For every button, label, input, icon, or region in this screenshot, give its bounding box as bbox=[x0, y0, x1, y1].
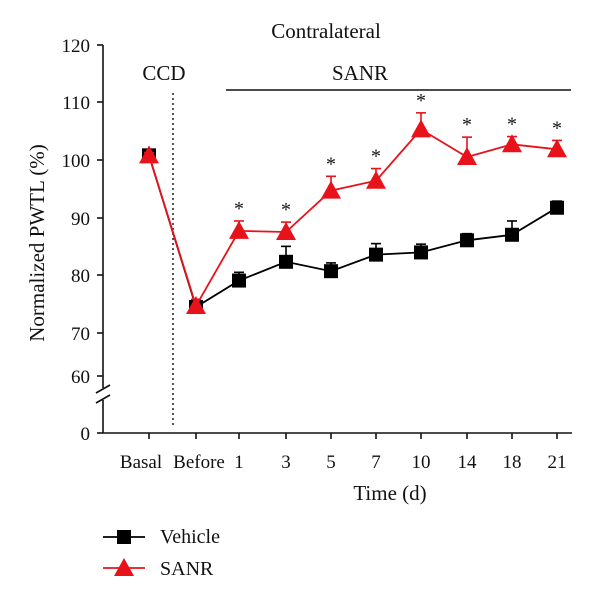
data-point bbox=[414, 245, 428, 260]
legend-label: Vehicle bbox=[160, 526, 220, 548]
x-tick-label: 14 bbox=[458, 452, 478, 473]
significance-star: * bbox=[507, 114, 517, 136]
legend: Vehicle SANR bbox=[103, 526, 220, 580]
data-point bbox=[547, 139, 567, 158]
y-axis-label: Normalized PWTL (%) bbox=[25, 144, 49, 341]
significance-star: * bbox=[234, 198, 244, 220]
square-marker-icon bbox=[117, 530, 131, 544]
y-tick-label: 120 bbox=[62, 36, 91, 57]
series-sanr bbox=[139, 112, 567, 314]
x-tick-label: 7 bbox=[371, 452, 381, 473]
data-point bbox=[279, 254, 293, 269]
y-tick-label: 60 bbox=[71, 367, 90, 388]
data-point bbox=[411, 119, 431, 138]
data-point bbox=[276, 222, 296, 241]
y-tick-label: 100 bbox=[62, 151, 91, 172]
x-tick-label: 18 bbox=[503, 452, 522, 473]
significance-markers: * * * * * * * * bbox=[234, 90, 562, 221]
data-point bbox=[186, 295, 206, 314]
legend-label: SANR bbox=[160, 558, 214, 580]
data-point bbox=[505, 227, 519, 242]
x-tick-label: 10 bbox=[412, 452, 431, 473]
chart-title: Contralateral bbox=[271, 19, 381, 43]
axis-break-mark bbox=[95, 384, 111, 394]
series-layer bbox=[139, 112, 567, 315]
legend-item-sanr: SANR bbox=[103, 558, 214, 580]
x-ticks: Basal Before 1 3 5 7 10 14 18 21 bbox=[120, 433, 567, 473]
data-point bbox=[229, 220, 249, 239]
x-axis-label: Time (d) bbox=[353, 481, 426, 505]
triangle-marker-icon bbox=[114, 558, 134, 576]
data-point bbox=[460, 233, 474, 248]
series-line bbox=[148, 155, 558, 309]
y-tick-label: 0 bbox=[81, 424, 91, 445]
data-point bbox=[321, 180, 341, 199]
data-point bbox=[457, 146, 477, 165]
x-tick-label: Basal bbox=[120, 452, 162, 473]
significance-star: * bbox=[462, 114, 472, 136]
ccd-label: CCD bbox=[142, 61, 185, 85]
sanr-period-label: SANR bbox=[332, 61, 388, 85]
x-tick-label: 5 bbox=[326, 452, 336, 473]
data-point bbox=[232, 273, 246, 288]
significance-star: * bbox=[281, 199, 291, 221]
x-tick-label: 1 bbox=[234, 452, 244, 473]
data-point bbox=[550, 200, 564, 215]
data-point bbox=[139, 145, 159, 164]
x-tick-label: 3 bbox=[281, 452, 291, 473]
y-tick-label: 110 bbox=[62, 93, 90, 114]
y-ticks: 120 110 100 90 80 70 60 0 bbox=[62, 36, 103, 445]
significance-star: * bbox=[326, 153, 336, 175]
y-tick-label: 80 bbox=[71, 266, 90, 287]
y-tick-label: 90 bbox=[71, 209, 90, 230]
significance-star: * bbox=[371, 146, 381, 168]
x-tick-label: 21 bbox=[548, 452, 567, 473]
y-axis bbox=[95, 45, 111, 433]
data-point bbox=[369, 247, 383, 262]
legend-item-vehicle: Vehicle bbox=[103, 526, 220, 548]
significance-star: * bbox=[416, 90, 426, 112]
data-point bbox=[502, 134, 522, 153]
x-tick-label: Before bbox=[173, 452, 225, 473]
axis-break-mark bbox=[95, 394, 111, 404]
y-tick-label: 70 bbox=[71, 324, 90, 345]
data-point bbox=[324, 264, 338, 279]
significance-star: * bbox=[552, 117, 562, 139]
series-line bbox=[148, 128, 558, 309]
data-point bbox=[366, 170, 386, 189]
